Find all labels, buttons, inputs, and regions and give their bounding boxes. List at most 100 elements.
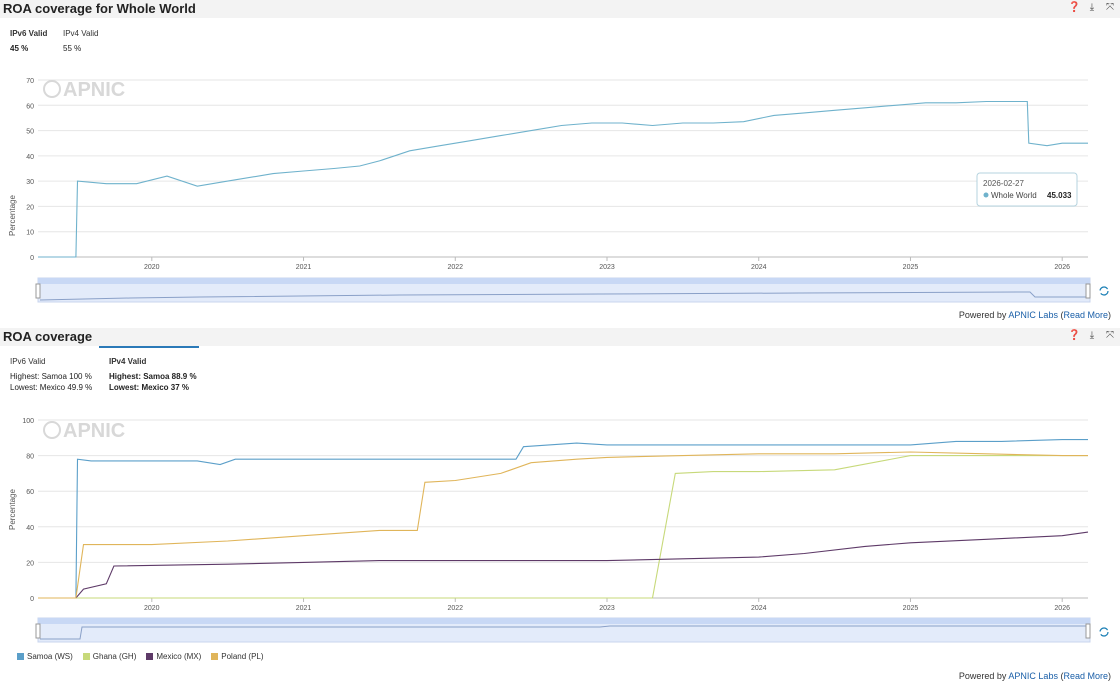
y-tick-label: 60	[26, 489, 34, 496]
grid-lines	[38, 79, 1088, 258]
read-more-link[interactable]: Read More	[1063, 671, 1108, 681]
x-tick-label: 2026	[1054, 264, 1070, 271]
tab-label: IPv4 Valid	[63, 29, 99, 38]
panel-toolbar: ❓ ⤓ ⤧	[1068, 2, 1116, 14]
navigator-line	[40, 625, 1088, 640]
tab-ipv6-valid[interactable]: IPv6 Valid Highest: Samoa 100 % Lowest: …	[10, 357, 92, 392]
navigator-handle-right[interactable]	[1085, 623, 1091, 639]
navigator-handle-left[interactable]	[35, 283, 41, 299]
watermark: APNIC	[63, 79, 125, 101]
tab-value: 45 %	[10, 44, 29, 53]
series-line-whole-world[interactable]	[38, 100, 1088, 258]
expand-icon[interactable]: ⤧	[1106, 2, 1114, 13]
tab-label: IPv6 Valid	[10, 357, 46, 366]
x-tick-label: 2025	[903, 264, 919, 271]
tab-lowest: Lowest: Mexico 37 %	[109, 383, 190, 392]
legend-swatch	[211, 653, 219, 660]
x-tick-label: 2020	[144, 264, 160, 271]
navigator[interactable]	[35, 617, 1091, 643]
tooltip-marker-icon	[983, 192, 989, 198]
chart-legend: Samoa (WS) Ghana (GH) Mexico (MX) Poland…	[17, 652, 264, 661]
series-line-mexico-mx[interactable]	[38, 531, 1089, 599]
x-tick-label: 2021	[296, 264, 312, 271]
navigator-handle-right[interactable]	[1085, 283, 1091, 299]
series-line-ghana-gh[interactable]	[38, 455, 1088, 599]
apnic-labs-link[interactable]: APNIC Labs	[1008, 310, 1058, 320]
navigator-line	[39, 291, 1088, 301]
x-tick-label: 2022	[447, 605, 463, 612]
panel-toolbar: ❓ ⤓ ⤧	[1068, 330, 1116, 342]
y-tick-label: 100	[22, 418, 34, 425]
x-tick-label: 2020	[144, 605, 160, 612]
y-tick-label: 70	[26, 78, 34, 85]
y-tick-label: 80	[26, 454, 34, 461]
tab-label: IPv4 Valid	[109, 357, 147, 366]
series-group	[38, 439, 1089, 599]
legend-swatch	[146, 653, 154, 660]
legend-item-ghana[interactable]: Ghana (GH)	[82, 652, 137, 661]
paren-close: )	[1108, 310, 1111, 320]
tab-ipv6-valid[interactable]: IPv6 Valid 45 %	[10, 29, 47, 53]
panel-header-world: ROA coverage for Whole World ❓ ⤓ ⤧	[0, 0, 1120, 18]
y-tick-label: 40	[26, 525, 34, 532]
legend-item-poland[interactable]: Poland (PL)	[211, 652, 264, 661]
expand-icon[interactable]: ⤧	[1106, 330, 1114, 341]
legend-label: Samoa (WS)	[27, 652, 73, 661]
powered-by-countries: Powered by APNIC Labs (Read More)	[959, 671, 1111, 681]
download-icon[interactable]: ⤓	[1089, 2, 1095, 13]
x-tick-label: 2024	[751, 264, 767, 271]
x-tick-label: 2025	[903, 605, 919, 612]
download-icon[interactable]: ⤓	[1089, 330, 1095, 341]
active-tab-underline	[99, 346, 199, 348]
x-tick-labels: 2020 2021 2022 2023 2024 2025 2026	[144, 598, 1070, 612]
y-axis-label: Percentage	[8, 195, 17, 236]
x-tick-label: 2026	[1054, 605, 1070, 612]
y-tick-label: 30	[26, 179, 34, 186]
legend-label: Mexico (MX)	[156, 652, 202, 661]
tab-ipv4-valid[interactable]: IPv4 Valid Highest: Samoa 88.9 % Lowest:…	[109, 357, 197, 392]
panel-header-countries: ROA coverage ❓ ⤓ ⤧	[0, 328, 1120, 346]
tab-ipv4-valid[interactable]: IPv4 Valid 55 %	[63, 29, 98, 53]
panel-title: ROA coverage	[3, 329, 93, 344]
tab-highest: Highest: Samoa 88.9 %	[109, 372, 197, 381]
tab-label: IPv6 Valid	[10, 29, 48, 38]
paren-close: )	[1108, 671, 1111, 681]
y-tick-label: 50	[26, 129, 34, 136]
x-tick-label: 2021	[296, 605, 312, 612]
tab-value: 55 %	[63, 44, 82, 53]
tooltip: 2026-02-27 Whole World 45.033	[976, 172, 1078, 207]
refresh-icon[interactable]	[1099, 627, 1109, 637]
legend-label: Poland (PL)	[221, 652, 264, 661]
series-line-samoa-ws[interactable]	[38, 439, 1088, 599]
tab-lowest: Lowest: Mexico 49.9 %	[10, 383, 93, 392]
legend-item-samoa[interactable]: Samoa (WS)	[17, 652, 73, 661]
tooltip-series: Whole World	[991, 191, 1037, 200]
legend-swatch	[82, 653, 90, 660]
x-tick-label: 2023	[599, 264, 615, 271]
apnic-logo-icon	[43, 80, 61, 98]
powered-prefix: Powered by	[958, 671, 1007, 681]
help-icon[interactable]: ❓	[1068, 2, 1081, 13]
x-tick-labels: 2020 2021 2022 2023 2024 2025 2026	[144, 257, 1070, 271]
legend-swatch	[17, 653, 24, 660]
navigator[interactable]	[35, 277, 1091, 303]
apnic-labs-link[interactable]: APNIC Labs	[1008, 671, 1058, 681]
legend-label: Ghana (GH)	[92, 652, 137, 661]
y-tick-label: 0	[30, 255, 34, 262]
y-tick-label: 20	[26, 560, 34, 567]
series-line-poland-pl[interactable]	[38, 451, 1088, 599]
apnic-logo-icon	[43, 421, 61, 439]
y-tick-labels: 0 20 40 60 80 100	[22, 418, 34, 603]
paren-open: (	[1060, 671, 1064, 681]
grid-lines	[38, 419, 1088, 599]
paren-open: (	[1060, 310, 1064, 320]
tooltip-date: 2026-02-27	[983, 179, 1024, 188]
legend-item-mexico[interactable]: Mexico (MX)	[146, 652, 201, 661]
help-icon[interactable]: ❓	[1068, 330, 1081, 341]
read-more-link[interactable]: Read More	[1063, 310, 1108, 320]
powered-by-world: Powered by APNIC Labs (Read More)	[959, 310, 1111, 320]
navigator-handle-left[interactable]	[35, 623, 41, 639]
y-tick-label: 10	[26, 230, 34, 237]
refresh-icon[interactable]	[1099, 286, 1109, 296]
